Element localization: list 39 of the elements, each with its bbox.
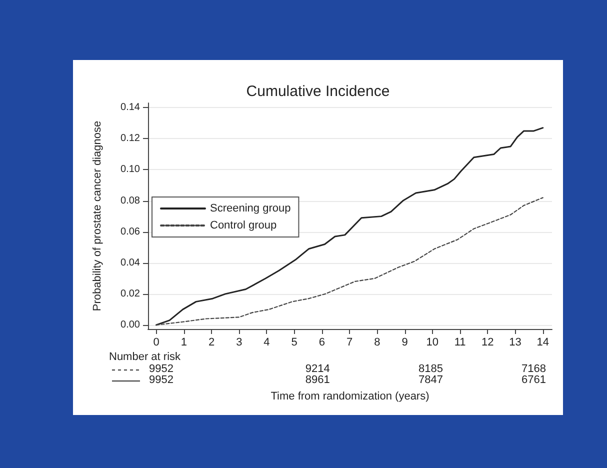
x-tick-label: 10 xyxy=(426,336,439,348)
x-tick-label: 11 xyxy=(454,336,466,348)
y-tick-label: 0.10 xyxy=(120,164,140,176)
y-axis-title: Probability of prostate cancer diagnose xyxy=(92,120,104,312)
x-axis-title: Time from randomization (years) xyxy=(270,390,430,402)
text: 9952 xyxy=(149,363,174,375)
text: 9952 xyxy=(149,374,174,386)
x-tick-label: 2 xyxy=(208,336,215,348)
x-tick-label: 13 xyxy=(509,336,522,348)
text: 7847 xyxy=(418,374,444,386)
legend-label: Control group xyxy=(210,220,277,232)
legend-label: Screening group xyxy=(210,202,291,214)
x-tick-label: 3 xyxy=(236,336,242,348)
y-tick-label: 0.08 xyxy=(120,195,140,206)
text: 8185 xyxy=(418,363,444,375)
y-tick-label: 0.06 xyxy=(120,226,140,238)
chart-title: Cumulative Incidence xyxy=(246,83,390,100)
text: 6761 xyxy=(521,374,546,386)
x-tick-label: 14 xyxy=(536,336,550,348)
x-tick-label: 9 xyxy=(402,336,408,348)
x-tick-label: 1 xyxy=(180,336,187,348)
x-tick-label: 5 xyxy=(291,336,298,348)
x-tick-label: 7 xyxy=(346,336,353,348)
text: 7168 xyxy=(521,363,546,375)
y-tick-label: 0.02 xyxy=(120,288,140,300)
x-tick-label: 0 xyxy=(153,336,160,348)
x-tick-label: 6 xyxy=(318,336,326,348)
line-series xyxy=(156,197,544,326)
y-tick-label: 0.14 xyxy=(120,102,140,114)
text: 9214 xyxy=(305,363,330,375)
x-tick-label: 12 xyxy=(482,336,494,348)
y-tick-label: 0.04 xyxy=(120,257,140,268)
text: Number at risk xyxy=(109,351,181,363)
x-tick-label: 4 xyxy=(264,336,270,348)
text: 8961 xyxy=(305,374,330,386)
y-tick-label: 0.12 xyxy=(120,133,140,144)
y-tick-label: 0.00 xyxy=(120,319,140,330)
x-tick-label: 8 xyxy=(374,336,380,348)
line-series xyxy=(156,127,544,326)
